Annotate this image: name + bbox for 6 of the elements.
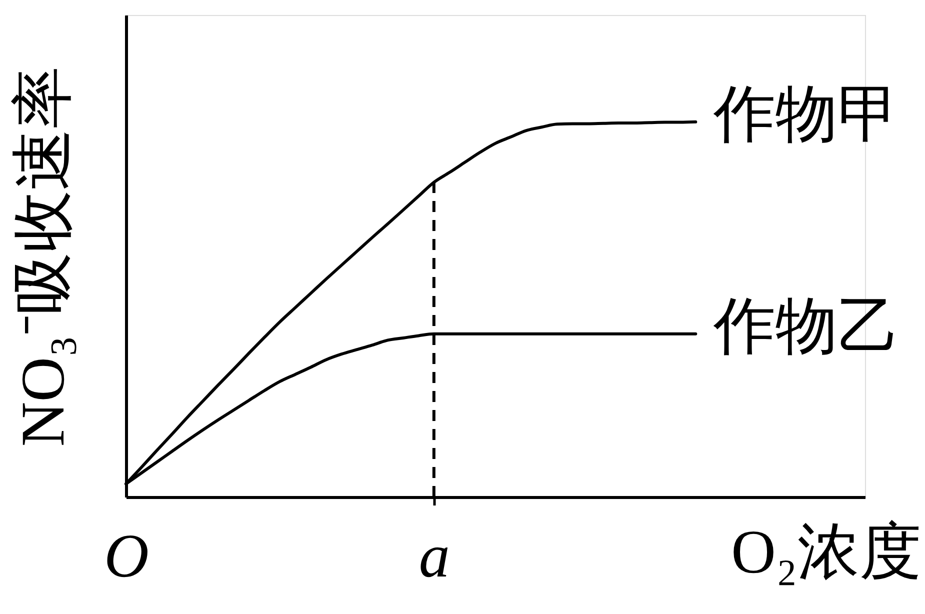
series-label: 作物甲 [712, 80, 900, 149]
x-tick-label: O [104, 522, 149, 590]
x-tick-label: a [418, 522, 450, 590]
y-axis-title: NO₃⁻吸收速率 [10, 66, 78, 447]
series-label: 作物乙 [712, 292, 900, 361]
x-axis-title: O₂浓度 [731, 518, 922, 586]
